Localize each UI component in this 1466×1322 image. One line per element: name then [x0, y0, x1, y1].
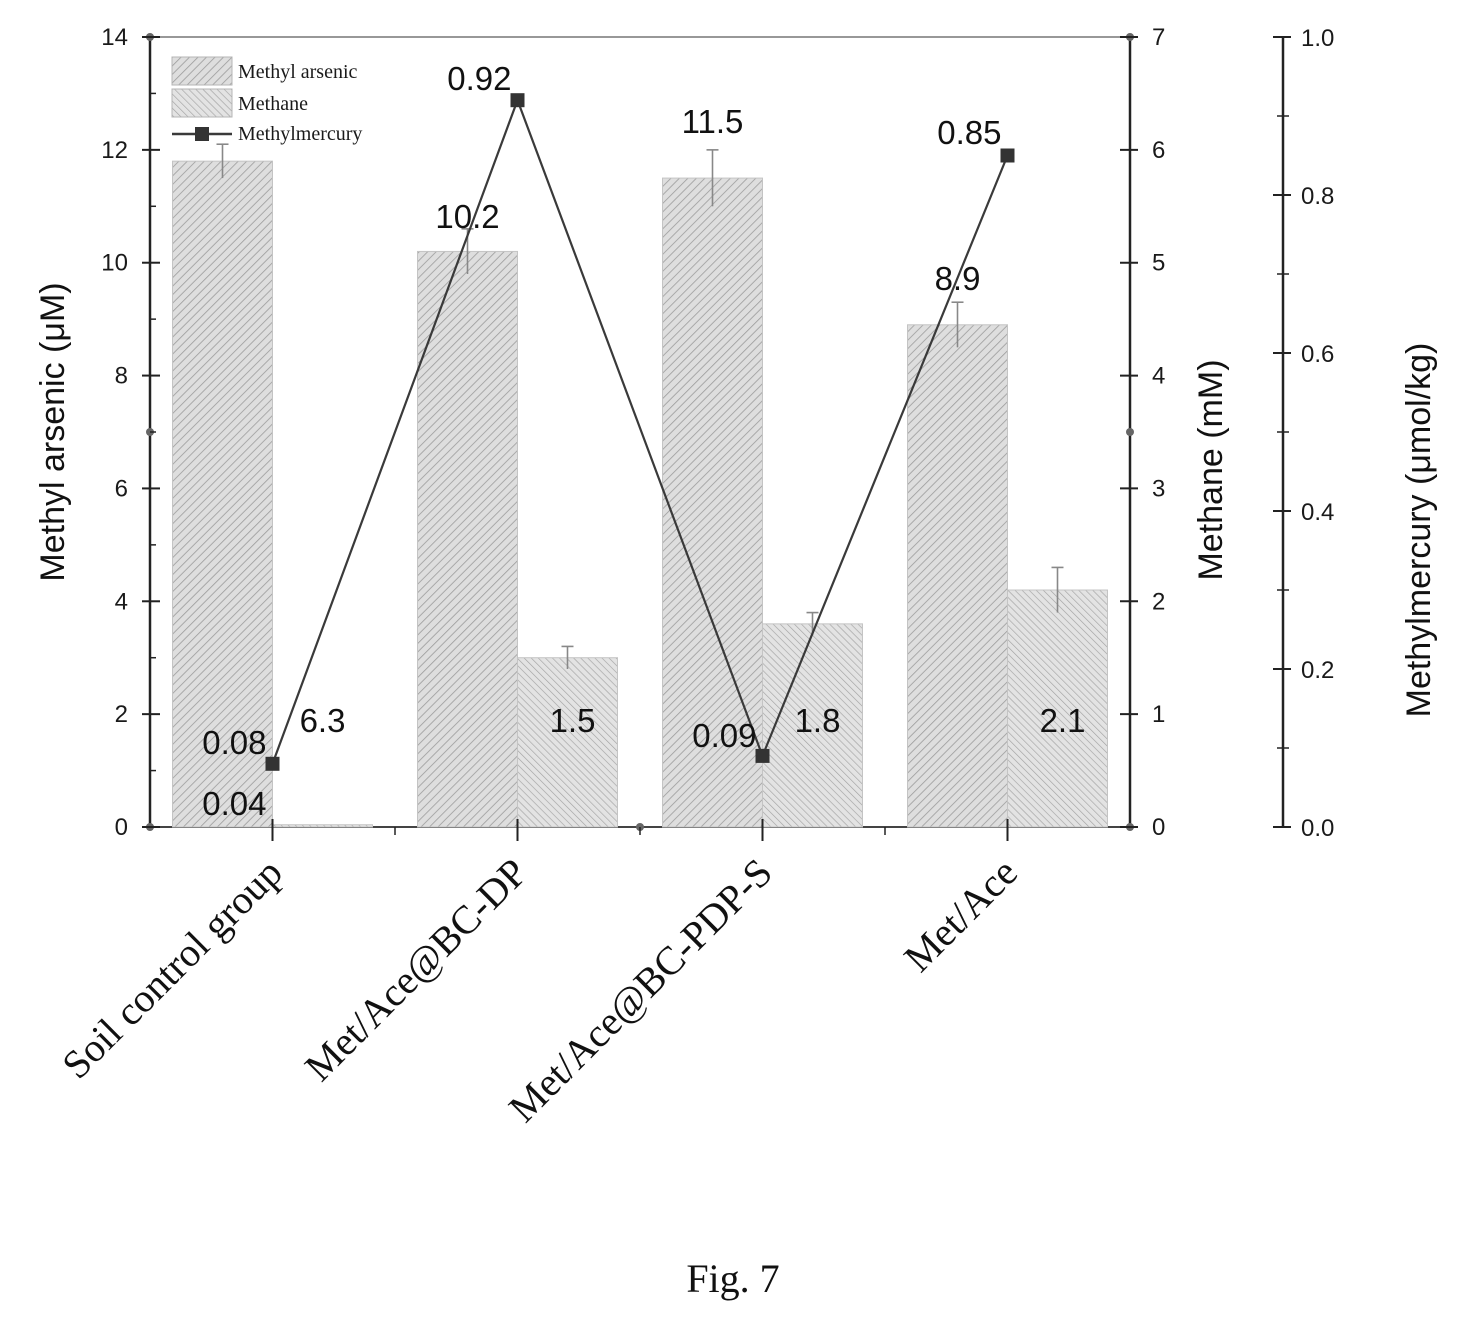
data-label-methane: 1.8 — [795, 702, 841, 739]
bars-layer — [172, 143, 1108, 828]
data-label-methyl-arsenic: 11.5 — [682, 103, 744, 140]
figure-caption: Fig. 7 — [686, 1256, 780, 1301]
data-label-methylmercury: 0.09 — [692, 717, 756, 754]
left-axis-tick-label: 0 — [115, 814, 128, 841]
left-axis-tick-label: 2 — [115, 701, 128, 728]
line-methylmercury — [271, 97, 1009, 765]
data-label-methylmercury: 0.08 — [202, 724, 266, 761]
left-axis-tick-label: 10 — [101, 250, 128, 277]
bar-methyl-arsenic — [907, 324, 1008, 828]
data-label-methylmercury: 0.85 — [937, 114, 1001, 151]
x-axis-category-label: Soil control group — [53, 850, 291, 1088]
x-axis-category-label: Met/Ace — [895, 850, 1026, 981]
right-axis-tick-label: 2 — [1152, 588, 1165, 615]
axis-corner-dot — [1126, 428, 1134, 436]
left-axis-tick-label: 14 — [101, 24, 128, 51]
legend: Methyl arsenic Methane Methylmercury — [171, 56, 362, 145]
data-label-methyl-arsenic: 8.9 — [935, 260, 981, 297]
bar-methane — [517, 657, 618, 828]
point-methylmercury — [510, 93, 525, 108]
right2-axis-tick-label: 0.8 — [1301, 183, 1334, 210]
right-axis-tick-label: 6 — [1152, 137, 1165, 164]
point-methylmercury — [265, 756, 280, 771]
legend-swatch-methane — [171, 88, 233, 118]
data-label-methyl-arsenic: 6.3 — [300, 702, 346, 739]
left-axis-tick-label: 4 — [115, 588, 128, 615]
data-label-methane: 0.04 — [202, 785, 266, 822]
point-methylmercury — [755, 748, 770, 763]
x-axis-category-label: Met/Ace@BC-PDP-S — [500, 850, 781, 1131]
legend-label-methane: Methane — [238, 93, 308, 115]
data-labels-layer: 0.08 6.3 0.04 0.92 10.2 1.5 0.09 11.5 1.8 0.85 8.9… — [202, 60, 1085, 822]
bar-methane — [762, 623, 863, 828]
legend-swatch-methyl-arsenic — [171, 56, 233, 86]
right-axis-tick-label: 0 — [1152, 814, 1165, 841]
methylmercury-line-layer — [265, 93, 1015, 771]
legend-label-methylmercury: Methylmercury — [238, 123, 362, 145]
x-axis-category-label: Met/Ace@BC-DP — [296, 850, 536, 1090]
point-methylmercury — [1000, 148, 1015, 163]
right2-axis-tick-label: 1.0 — [1301, 25, 1334, 52]
right-axis-tick-label: 5 — [1152, 250, 1165, 277]
bar-methane — [272, 824, 373, 828]
left-axis-title: Methyl arsenic (μM) — [34, 282, 72, 581]
data-label-methane: 1.5 — [550, 702, 596, 739]
left-axis-tick-label: 12 — [101, 137, 128, 164]
left-axis-tick-label: 6 — [115, 475, 128, 502]
right2-axis-tick-label: 0.6 — [1301, 341, 1334, 368]
right2-axis-title: Methylmercury (μmol/kg) — [1400, 343, 1438, 718]
right2-axis-tick-label: 0.4 — [1301, 499, 1334, 526]
bar-methyl-arsenic — [417, 250, 518, 828]
bar-methyl-arsenic — [172, 160, 273, 828]
left-axis-tick-label: 8 — [115, 363, 128, 390]
right-axis-tick-label: 4 — [1152, 363, 1165, 390]
right2-axis-tick-label: 0.2 — [1301, 657, 1334, 684]
data-label-methane: 2.1 — [1040, 702, 1086, 739]
right-axis-title: Methane (mM) — [1192, 359, 1230, 580]
data-label-methyl-arsenic: 10.2 — [435, 198, 499, 235]
data-label-methylmercury: 0.92 — [447, 60, 511, 97]
legend-marker-methylmercury — [195, 127, 209, 141]
right-axis-tick-label: 7 — [1152, 24, 1165, 51]
legend-label-methyl-arsenic: Methyl arsenic — [238, 61, 358, 83]
bar-methyl-arsenic — [662, 177, 763, 828]
right-axis-tick-label: 3 — [1152, 475, 1165, 502]
right-axis-tick-label: 1 — [1152, 701, 1165, 728]
right2-axis-tick-label: 0.0 — [1301, 815, 1334, 842]
